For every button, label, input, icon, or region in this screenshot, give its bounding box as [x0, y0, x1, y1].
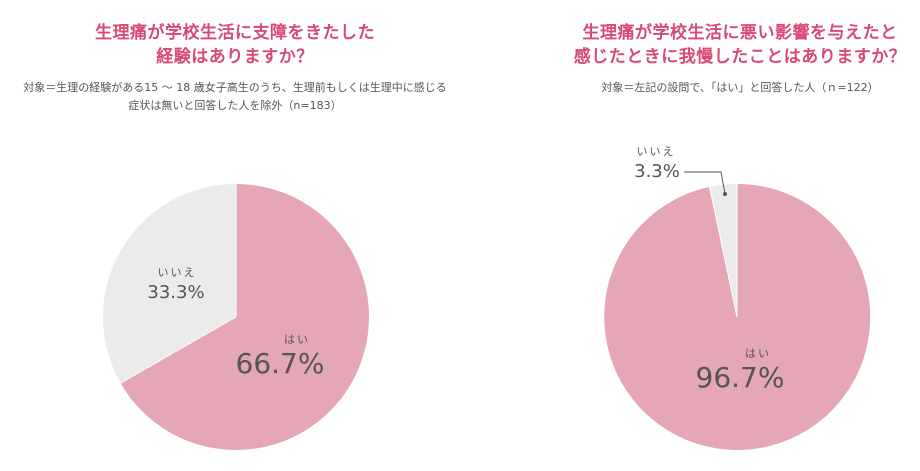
right-chart-title-line1: 生理痛が学校生活に悪い影響を与えたと	[582, 23, 898, 43]
right-chart-subtitle: 対象＝左記の設問で、「はい」と回答した人（ｎ=122）	[601, 81, 879, 94]
left-yes-value: 66.7%	[236, 347, 325, 380]
left-chart-title-line1: 生理痛が学校生活に支障をきたした	[95, 23, 375, 43]
left-pie-slice-no	[103, 184, 236, 384]
right-chart-title-line2: 感じたときに我慢したことはありますか？	[573, 47, 907, 67]
left-pie-chart: いいえ 33.3% はい 66.7%	[103, 184, 370, 450]
right-chart-panel: 生理痛が学校生活に悪い影響を与えたと 感じたときに我慢したことはありますか？ 対…	[470, 0, 920, 471]
right-no-leader-line	[684, 171, 726, 195]
left-no-label: いいえ	[158, 266, 197, 279]
left-no-value: 33.3%	[147, 282, 204, 303]
left-pie-slice-yes	[120, 184, 370, 450]
left-chart-title-line2: 経験はありますか？	[156, 47, 314, 67]
right-no-label: いいえ	[637, 145, 676, 158]
right-pie-chart: いいえ 3.3% はい 96.7%	[604, 145, 871, 450]
left-chart-subtitle-line1: 対象＝生理の経験がある15 〜 18 歳女子高生のうち、生理前もしくは生理中に感…	[23, 81, 447, 94]
right-no-leader-dot	[723, 192, 727, 196]
right-yes-value: 96.7%	[696, 361, 785, 394]
right-no-value: 3.3%	[634, 161, 680, 182]
left-yes-label: はい	[284, 333, 310, 346]
left-chart-panel: 生理痛が学校生活に支障をきたした 経験はありますか？ 対象＝生理の経験がある15…	[23, 23, 447, 450]
left-chart-subtitle-line2: 症状は無いと回答した人を除外（n=183）	[128, 99, 342, 112]
right-yes-label: はい	[745, 347, 771, 360]
